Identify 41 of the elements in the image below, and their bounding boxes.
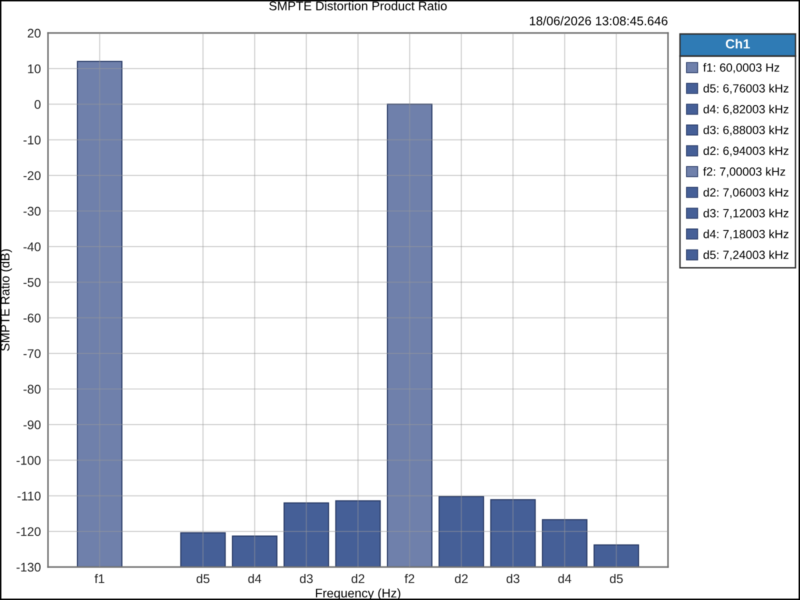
x-tick-label: d2 (454, 574, 468, 584)
x-tick-label: d3 (506, 574, 520, 584)
y-tick-label: -40 (24, 242, 41, 252)
legend-label: d3: 7,12003 kHz (704, 208, 788, 219)
y-tick-label: -130 (16, 562, 41, 572)
y-tick-label: 0 (34, 100, 41, 109)
x-tick-label: d2 (352, 574, 364, 584)
x-tick-label: d5 (196, 574, 210, 584)
y-axis-title: SMPTE Ratio (dB) (0, 249, 12, 351)
y-tick-label: -80 (24, 384, 41, 394)
x-tick-label: d3 (300, 574, 313, 584)
legend-label: d4: 7,18003 kHz (704, 230, 788, 240)
x-tick-label: f2 (404, 574, 414, 584)
y-tick-label: -20 (24, 171, 41, 180)
legend-label: d4: 6,82003 kHz (704, 104, 788, 115)
legend-label: d5: 6,76003 kHz (704, 84, 788, 94)
y-tick-label: -100 (16, 456, 41, 465)
y-tick-label: -70 (24, 349, 41, 358)
y-tick-label: -30 (24, 206, 41, 216)
y-tick-label: -50 (24, 278, 41, 287)
text: 18/06/2026 13:08:45.646 (530, 16, 668, 26)
y-tick-label: 20 (28, 28, 41, 38)
chart-title: SMPTE Distortion Product Ratio (269, 1, 447, 10)
legend-label: d3: 6,88003 kHz (704, 126, 788, 136)
y-tick-label: -60 (24, 314, 41, 322)
x-tick-label: f1 (94, 574, 104, 584)
y-tick-label: -10 (24, 136, 41, 144)
x-tick-label: d4 (248, 574, 262, 584)
legend-label: d2: 6,94003 kHz (704, 146, 788, 156)
legend-label: d2: 7,06003 kHz (704, 188, 788, 198)
y-tick-label: -120 (16, 527, 41, 536)
legend-label: d5: 7,24003 kHz (704, 250, 788, 260)
x-tick-label: d4 (558, 574, 572, 584)
legend-title: Ch1 (726, 38, 750, 49)
y-tick-label: 10 (28, 64, 41, 74)
y-tick-label: -90 (24, 420, 41, 430)
legend-label: f1: 60,0003 Hz (703, 63, 780, 74)
y-tick-label: -110 (18, 492, 41, 500)
x-axis-title: Frequency (Hz) (316, 588, 400, 600)
legend-label: f2: 7,00003 kHz (703, 167, 786, 178)
x-tick-label: d5 (610, 574, 623, 584)
